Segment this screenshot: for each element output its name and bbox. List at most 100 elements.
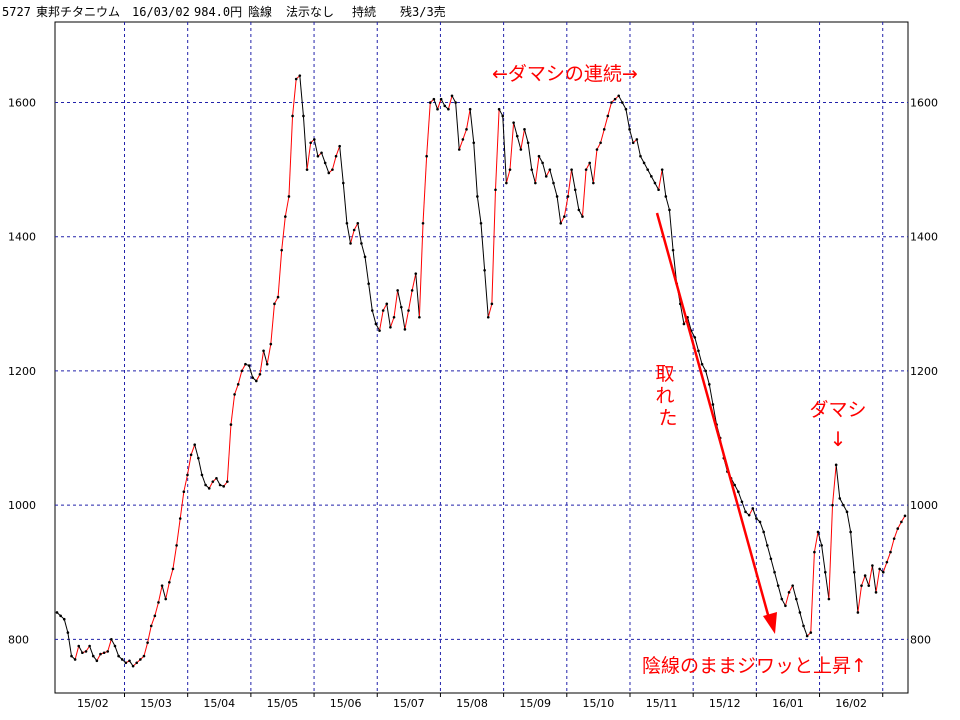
stock-name: 東邦チタニウム xyxy=(36,5,120,19)
price-segment-down xyxy=(799,612,805,627)
price-segment-up xyxy=(861,575,866,586)
price-point xyxy=(780,597,784,601)
price-point xyxy=(635,138,639,141)
price-segment-down xyxy=(766,545,772,559)
price-segment-up xyxy=(592,149,598,184)
plot-frame xyxy=(54,21,909,694)
price-point xyxy=(758,520,762,524)
price-point xyxy=(813,550,816,554)
price-point xyxy=(262,349,265,353)
price-point xyxy=(436,107,439,111)
price-point xyxy=(207,487,211,490)
price-segment-down xyxy=(89,645,94,657)
price-segment-down xyxy=(712,404,718,425)
price-segment-up xyxy=(494,109,500,190)
price-segment-down xyxy=(752,508,757,519)
trend-arrow-head xyxy=(763,612,777,634)
price-point xyxy=(323,161,327,165)
price-segment-up xyxy=(331,156,337,170)
price-segment-down xyxy=(502,115,507,184)
price-segment-up xyxy=(437,98,442,110)
price-point xyxy=(736,490,740,494)
price-point xyxy=(432,97,436,101)
price-segment-down xyxy=(339,146,344,184)
price-point xyxy=(120,658,124,661)
price-segment-down xyxy=(542,162,547,177)
price-point xyxy=(298,74,302,77)
price-point xyxy=(110,638,113,641)
y-axis-ticks: 800 800 1000 1000 1200 1200 1400 1400 1600 1600 xyxy=(8,97,938,647)
price-segment-up xyxy=(154,602,159,616)
y-tick-label-left: 800 xyxy=(8,633,29,646)
price-point xyxy=(280,248,283,252)
price-point xyxy=(131,664,135,668)
price-segment-down xyxy=(871,565,877,593)
price-point xyxy=(418,315,421,319)
price-point xyxy=(570,168,573,171)
price-point xyxy=(240,369,244,373)
price-segment-down xyxy=(668,209,674,251)
price-point xyxy=(845,510,849,514)
price-segment-up xyxy=(226,424,232,482)
price-point xyxy=(581,215,584,218)
price-point xyxy=(595,148,599,151)
price-point xyxy=(523,128,526,131)
annotation-dama: ダマシ xyxy=(809,399,866,421)
price-segment-down xyxy=(679,303,685,325)
price-point xyxy=(106,650,110,653)
price-segment-up xyxy=(581,169,587,217)
price-point xyxy=(559,222,563,225)
price-segment-down xyxy=(67,632,72,657)
price-segment-down xyxy=(360,243,366,257)
price-point xyxy=(287,195,291,198)
price-segment-up xyxy=(350,229,355,244)
price-segment-up xyxy=(458,139,464,150)
price-segment-down xyxy=(853,572,859,613)
price-point xyxy=(624,107,628,111)
price-point xyxy=(787,591,791,594)
price-point xyxy=(552,181,555,185)
price-segment-down xyxy=(636,139,641,157)
price-point xyxy=(856,611,860,614)
price-point xyxy=(896,527,900,530)
price-segment-up xyxy=(422,156,428,224)
x-tick-label: 15/09 xyxy=(519,697,551,710)
price-segment-up xyxy=(143,642,149,657)
price-segment-up xyxy=(784,592,790,606)
price-point xyxy=(751,507,755,510)
header-status: 持続 xyxy=(352,4,376,19)
price-point xyxy=(291,114,294,118)
price-segment-down xyxy=(415,273,420,318)
price-point xyxy=(747,513,751,517)
price-point xyxy=(610,101,613,104)
x-tick-label: 16/02 xyxy=(835,697,867,710)
price-point xyxy=(164,597,168,601)
price-point xyxy=(537,154,541,158)
price-point xyxy=(149,624,153,628)
price-point xyxy=(273,302,276,306)
price-segment-up xyxy=(230,394,236,425)
y-tick-label-right: 1000 xyxy=(910,499,938,512)
price-segment-up xyxy=(259,350,265,375)
price-point xyxy=(363,255,367,259)
price-segment-up xyxy=(234,384,239,395)
price-point xyxy=(389,326,392,329)
price-point xyxy=(215,476,218,480)
header-price: 984.0円 xyxy=(194,5,242,19)
price-point xyxy=(631,141,635,145)
price-point xyxy=(233,393,236,396)
y-tick-label-left: 1400 xyxy=(8,231,36,244)
price-point xyxy=(664,195,668,198)
price-point xyxy=(204,483,207,487)
price-segment-down xyxy=(629,129,634,143)
annotation-taken-char-1: 取 xyxy=(655,363,674,385)
price-segment-up xyxy=(857,585,863,613)
price-segment-down xyxy=(864,575,870,586)
price-point xyxy=(755,517,758,520)
price-point xyxy=(461,138,465,141)
price-point xyxy=(226,480,229,483)
price-point xyxy=(341,181,345,185)
price-segment-down xyxy=(770,558,776,573)
price-point xyxy=(334,154,338,158)
price-point xyxy=(668,208,671,212)
